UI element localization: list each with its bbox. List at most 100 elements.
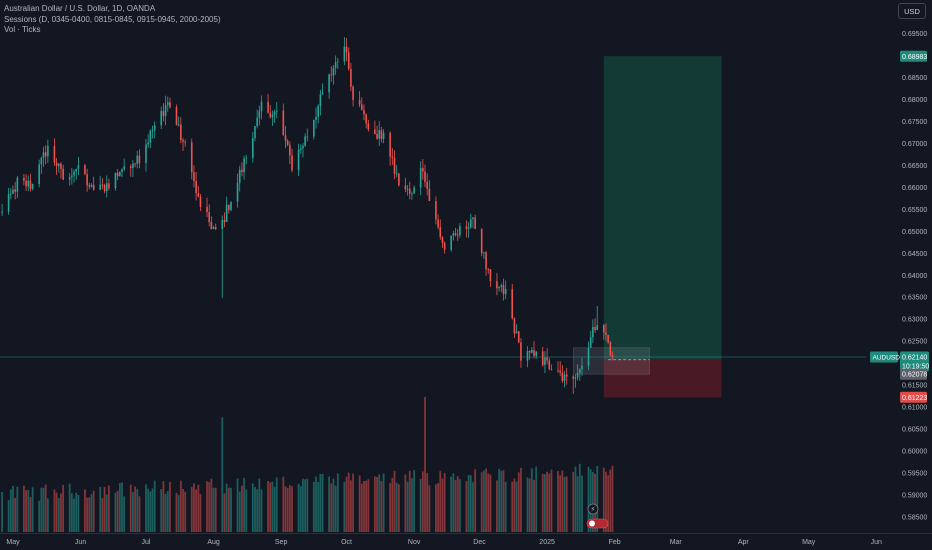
candle-body[interactable]: [214, 227, 217, 230]
lightning-icon[interactable]: [587, 503, 599, 515]
time-axis[interactable]: May Jun Jul Aug Sep Oct Nov Dec 2025 Feb Mar Apr May…: [0, 533, 932, 547]
candle-body[interactable]: [504, 289, 507, 295]
candle-body[interactable]: [559, 370, 561, 373]
current-price-label[interactable]: 0.62140 10:19:50: [900, 351, 929, 372]
candle-body[interactable]: [260, 101, 263, 112]
candle-body[interactable]: [531, 349, 533, 353]
candle-body[interactable]: [236, 183, 239, 202]
candle-body[interactable]: [611, 355, 614, 358]
candle-body[interactable]: [363, 109, 365, 115]
candle-body[interactable]: [149, 130, 152, 143]
candle-body[interactable]: [500, 285, 503, 287]
candle-body[interactable]: [27, 180, 30, 187]
candle-body[interactable]: [321, 92, 324, 95]
candle-body[interactable]: [513, 318, 516, 334]
candle-body[interactable]: [389, 132, 391, 157]
candle-body[interactable]: [73, 171, 75, 176]
candle-body[interactable]: [14, 189, 16, 192]
candle-body[interactable]: [328, 74, 330, 93]
candle-body[interactable]: [511, 289, 514, 319]
candle-body[interactable]: [119, 171, 121, 177]
candle-body[interactable]: [520, 342, 522, 361]
candle-body[interactable]: [1, 211, 3, 213]
candle-body[interactable]: [533, 349, 535, 356]
candle-body[interactable]: [273, 111, 276, 115]
candle-body[interactable]: [347, 52, 350, 70]
candle-body[interactable]: [243, 158, 245, 173]
candle-body[interactable]: [607, 334, 609, 343]
candle-body[interactable]: [422, 167, 424, 172]
candle-body[interactable]: [487, 269, 490, 270]
candle-body[interactable]: [269, 112, 272, 118]
candle-body[interactable]: [565, 374, 568, 377]
legend-symbol[interactable]: Australian Dollar / U.S. Dollar, 1D, OAN…: [4, 4, 156, 13]
candle-body[interactable]: [435, 201, 437, 220]
candle-body[interactable]: [345, 46, 348, 53]
candle-body[interactable]: [594, 327, 596, 330]
candle-body[interactable]: [132, 163, 134, 168]
candle-body[interactable]: [424, 171, 426, 182]
stop-price-label[interactable]: 0.61223: [900, 391, 927, 403]
candle-body[interactable]: [284, 135, 287, 141]
candle-body[interactable]: [391, 156, 394, 158]
legend-sessions[interactable]: Sessions (D, 0345-0400, 0815-0845, 0915-…: [4, 14, 221, 24]
candle-body[interactable]: [561, 372, 564, 381]
candle-body[interactable]: [393, 157, 396, 174]
candle-body[interactable]: [439, 227, 442, 238]
candle-body[interactable]: [136, 155, 139, 164]
candle-body[interactable]: [105, 183, 108, 192]
candle-body[interactable]: [57, 163, 60, 167]
candle-body[interactable]: [404, 185, 407, 190]
entry-price-label[interactable]: 0.62078: [900, 368, 927, 380]
candle-body[interactable]: [145, 144, 147, 164]
target-zone[interactable]: [603, 56, 722, 360]
currency-button[interactable]: USD: [898, 3, 926, 19]
candle-body[interactable]: [23, 177, 25, 181]
candle-body[interactable]: [230, 201, 232, 210]
candle-body[interactable]: [182, 140, 184, 142]
candle-body[interactable]: [108, 183, 110, 189]
candle-body[interactable]: [289, 144, 291, 156]
candle-body[interactable]: [406, 188, 409, 190]
candle-body[interactable]: [162, 111, 165, 117]
candle-body[interactable]: [245, 157, 248, 159]
candle-body[interactable]: [55, 162, 58, 167]
candle-body[interactable]: [480, 228, 483, 254]
candle-body[interactable]: [147, 142, 149, 145]
candle-body[interactable]: [376, 133, 378, 139]
candle-body[interactable]: [166, 102, 169, 105]
legend-volume[interactable]: Vol · Ticks: [4, 25, 41, 34]
candle-body[interactable]: [576, 373, 579, 378]
candle-body[interactable]: [175, 107, 178, 125]
candle-body[interactable]: [31, 184, 34, 189]
candle-body[interactable]: [596, 325, 599, 330]
candle-body[interactable]: [297, 149, 300, 171]
candle-body[interactable]: [317, 105, 319, 118]
candle-body[interactable]: [71, 175, 73, 178]
candle-body[interactable]: [90, 184, 93, 187]
candle-body[interactable]: [502, 285, 505, 295]
candle-body[interactable]: [254, 126, 256, 139]
candle-body[interactable]: [365, 114, 367, 124]
candle-body[interactable]: [86, 174, 88, 186]
candle-body[interactable]: [528, 351, 531, 353]
candle-body[interactable]: [306, 136, 309, 138]
candle-body[interactable]: [313, 119, 315, 137]
candle-body[interactable]: [443, 242, 446, 250]
candle-body[interactable]: [101, 184, 104, 186]
candle-body[interactable]: [177, 124, 180, 126]
event-markers[interactable]: ⚡: [586, 503, 609, 529]
candle-body[interactable]: [134, 163, 136, 165]
candle-body[interactable]: [10, 193, 12, 195]
candle-body[interactable]: [190, 142, 193, 173]
candle-body[interactable]: [221, 219, 224, 230]
candle-body[interactable]: [589, 337, 592, 348]
candle-body[interactable]: [193, 172, 195, 181]
candle-body[interactable]: [541, 351, 544, 365]
candle-body[interactable]: [53, 145, 56, 163]
candle-body[interactable]: [210, 221, 213, 230]
candle-body[interactable]: [223, 219, 226, 222]
candle-body[interactable]: [241, 169, 243, 173]
candle-body[interactable]: [180, 124, 182, 141]
candle-body[interactable]: [572, 376, 575, 379]
